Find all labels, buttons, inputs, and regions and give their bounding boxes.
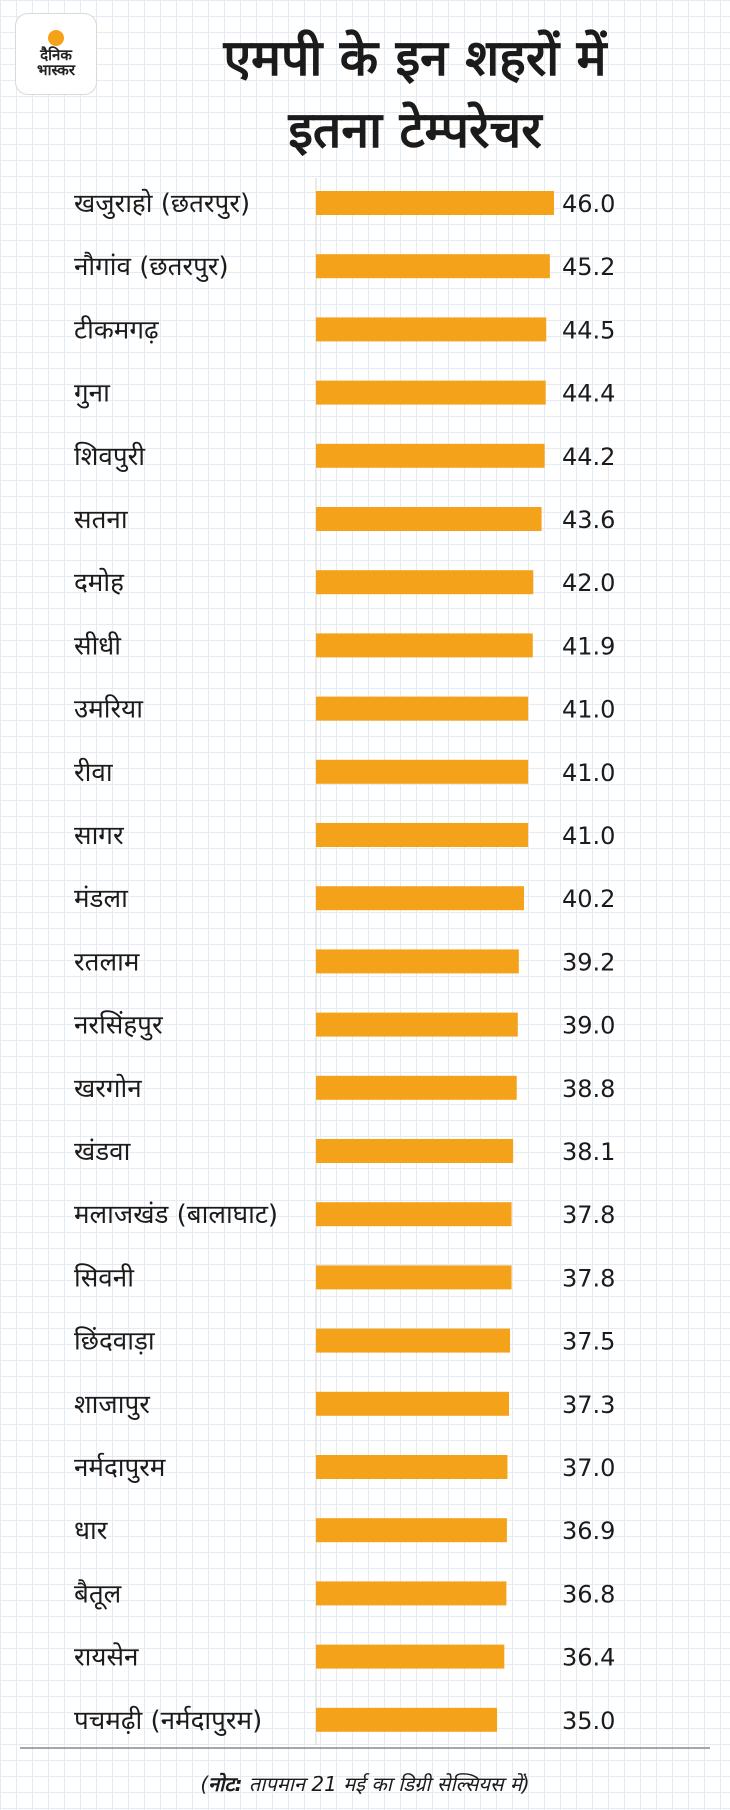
temperature-bar	[316, 1328, 511, 1353]
footnote: (नोट: तापमान 21 मई का डिग्री सेल्सियस मे…	[0, 1770, 730, 1797]
chart-title: एमपी के इन शहरों में इतना टेम्परेचर	[100, 22, 730, 166]
temperature-bar	[316, 1202, 512, 1227]
value-label: 37.5	[562, 1328, 615, 1356]
temperature-bar	[316, 1391, 509, 1416]
temperature-bar	[316, 696, 529, 721]
value-label: 44.4	[562, 380, 615, 408]
note-open-paren: (	[200, 1772, 209, 1796]
value-label: 41.0	[562, 822, 615, 850]
temperature-bar	[316, 191, 554, 215]
title-line-1: एमपी के इन शहरों में	[223, 29, 607, 87]
city-label: मलाजखंड (बालाघाट)	[74, 1200, 278, 1230]
value-label: 44.2	[562, 443, 615, 471]
city-label: दमोह	[74, 567, 125, 598]
temperature-bar	[316, 570, 534, 595]
temperature-bar	[316, 1139, 514, 1163]
value-label: 41.9	[562, 632, 615, 660]
temperature-bar	[316, 633, 533, 658]
city-label: मंडला	[74, 884, 129, 914]
city-label: सागर	[74, 821, 125, 851]
note-prefix: नोट:	[208, 1772, 243, 1796]
city-label: शाजापुर	[74, 1390, 151, 1420]
value-label: 39.2	[562, 948, 615, 976]
note-text: तापमान 21 मई का डिग्री सेल्सियस में)	[242, 1772, 530, 1796]
temperature-bar	[316, 1455, 508, 1479]
temperature-bar	[316, 380, 546, 405]
city-label: रतलाम	[74, 947, 140, 977]
value-label: 42.0	[562, 569, 615, 597]
city-label: टीकमगढ़	[74, 314, 159, 345]
city-label: रायसेन	[74, 1642, 139, 1673]
temperature-bar	[316, 886, 524, 911]
logo-text-line1: दैनिक	[40, 46, 72, 64]
dainik-bhaskar-logo: दैनिक भास्कर	[16, 14, 96, 94]
temperature-bar	[316, 1581, 507, 1606]
value-label: 46.0	[562, 190, 615, 218]
value-label: 36.4	[562, 1644, 615, 1672]
city-label: खरगोन	[74, 1073, 142, 1104]
temperature-bar	[316, 1644, 505, 1669]
value-label: 39.0	[562, 1012, 615, 1040]
city-label: सिवनी	[74, 1262, 135, 1293]
city-label: नरसिंहपुर	[74, 1010, 164, 1041]
logo-text-line2: भास्कर	[37, 61, 75, 79]
temperature-bar	[316, 507, 542, 531]
city-label: गुना	[74, 379, 111, 409]
title-line-2: इतना टेम्परेचर	[288, 101, 542, 159]
temperature-bar	[316, 759, 529, 784]
temperature-bar	[316, 1012, 518, 1037]
value-label: 41.0	[562, 759, 615, 787]
temperature-bar	[316, 254, 550, 279]
temperature-bar	[316, 1518, 507, 1543]
temperature-bar	[316, 1075, 517, 1100]
value-label: 35.0	[562, 1707, 615, 1735]
value-label: 37.0	[562, 1454, 615, 1482]
value-label: 37.8	[562, 1264, 615, 1292]
city-label: शिवपुरी	[74, 441, 146, 472]
city-label: नर्मदापुरम	[74, 1452, 166, 1483]
value-label: 36.8	[562, 1580, 615, 1608]
city-label: उमरिया	[74, 694, 144, 725]
city-label: नौगांव (छतरपुर)	[74, 251, 229, 282]
value-label: 43.6	[562, 506, 615, 534]
city-label: सतना	[74, 505, 129, 535]
city-label: खंडवा	[74, 1137, 132, 1167]
temperature-bar	[316, 443, 545, 468]
value-label: 36.9	[562, 1517, 615, 1545]
city-label: बैतूल	[74, 1578, 122, 1610]
temperature-bar	[316, 1707, 498, 1732]
value-label: 38.1	[562, 1138, 615, 1166]
temperature-bar	[316, 823, 529, 847]
value-label: 38.8	[562, 1075, 615, 1103]
sun-icon	[48, 30, 64, 46]
temperature-bar	[316, 317, 547, 342]
value-label: 37.8	[562, 1201, 615, 1229]
city-label: रीवा	[74, 757, 114, 788]
city-label: खजुराहो (छतरपुर)	[74, 188, 250, 219]
value-label: 45.2	[562, 253, 615, 281]
city-label: छिंदवाड़ा	[74, 1326, 156, 1357]
city-label: सीधी	[74, 630, 122, 661]
city-label: पचमढ़ी (नर्मदापुरम)	[74, 1705, 262, 1736]
value-label: 44.5	[562, 316, 615, 344]
temperature-bar	[316, 949, 519, 974]
value-label: 41.0	[562, 696, 615, 724]
city-label: धार	[74, 1516, 109, 1546]
temperature-bar	[316, 1265, 512, 1290]
value-label: 40.2	[562, 885, 615, 913]
value-label: 37.3	[562, 1391, 615, 1419]
